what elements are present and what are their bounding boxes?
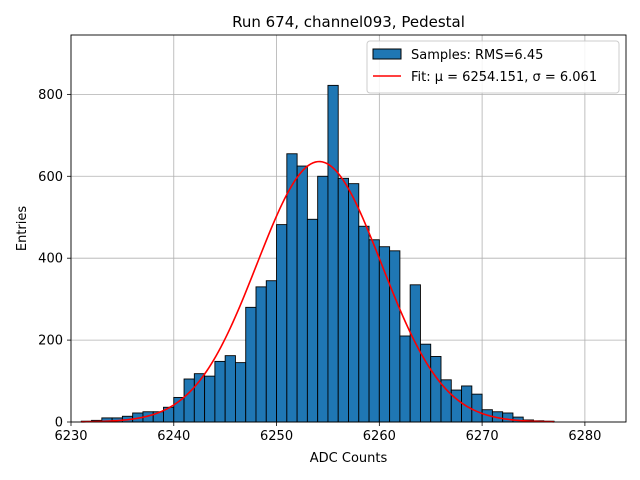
histogram-bar — [317, 175, 329, 423]
histogram-bar — [276, 224, 288, 423]
legend-label-samples: Samples: RMS=6.45 — [411, 48, 543, 63]
histogram-bar — [471, 393, 483, 423]
histogram-bar — [389, 250, 401, 423]
histogram-bar — [296, 165, 308, 423]
histogram-bar — [255, 286, 267, 423]
y-axis-label: Entries — [15, 206, 30, 252]
plot-frame — [70, 34, 627, 423]
legend-swatch-samples — [372, 48, 402, 60]
fit-curve — [81, 160, 555, 423]
histogram-bar — [234, 362, 247, 423]
legend-box — [366, 40, 620, 94]
histogram-bar — [265, 280, 278, 423]
histogram-bar — [183, 378, 195, 423]
y-tick-label: 600 — [38, 170, 63, 185]
histogram-bar — [306, 218, 319, 423]
histogram-bar — [348, 183, 360, 423]
x-tick-label: 6270 — [466, 429, 499, 444]
histogram-bar — [502, 412, 514, 423]
x-tick-label: 6240 — [157, 429, 190, 444]
histogram-bar — [430, 356, 442, 423]
histogram-bar — [224, 355, 236, 423]
histogram-bar — [286, 153, 298, 423]
y-tick-label: 800 — [38, 88, 63, 103]
x-tick-label: 6260 — [363, 429, 396, 444]
y-tick-label: 200 — [38, 334, 63, 349]
histogram-bar — [399, 335, 411, 423]
x-tick-label: 6230 — [54, 429, 87, 444]
x-tick-label: 6280 — [568, 429, 601, 444]
histogram-bar — [368, 239, 380, 423]
x-tick-label: 6250 — [260, 429, 293, 444]
histogram-bar — [327, 84, 339, 423]
chart-title: Run 674, channel093, Pedestal — [232, 13, 465, 31]
histogram-bar — [358, 225, 370, 423]
histogram-bar — [204, 375, 216, 423]
histogram-bars — [80, 84, 555, 423]
x-axis-label: ADC Counts — [310, 451, 388, 466]
axis-ticks: 6230 6240 6250 6260 6270 6280 0 200 400 600 800 — [38, 88, 601, 444]
legend: Samples: RMS=6.45 Fit: μ = 6254.151, σ =… — [366, 40, 620, 94]
y-tick-label: 400 — [38, 252, 63, 267]
histogram-bar — [337, 177, 349, 423]
histogram-bar — [214, 360, 226, 423]
histogram-bar — [245, 306, 257, 423]
legend-label-fit: Fit: μ = 6254.151, σ = 6.061 — [411, 70, 597, 85]
y-tick-label: 0 — [55, 416, 63, 431]
histogram-bar — [409, 284, 421, 423]
